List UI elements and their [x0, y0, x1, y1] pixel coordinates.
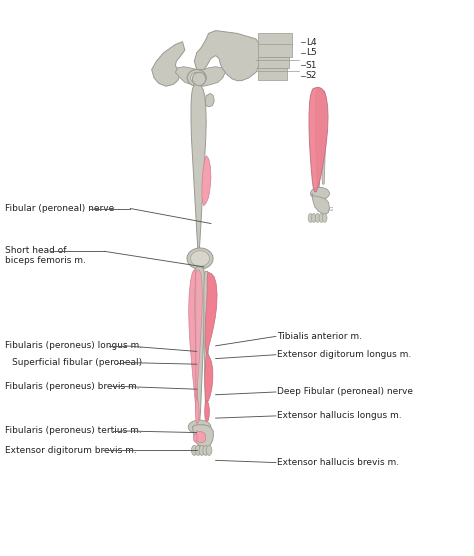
Ellipse shape	[191, 445, 197, 455]
Text: Extensor hallucis brevis m.: Extensor hallucis brevis m.	[277, 458, 400, 467]
Polygon shape	[195, 398, 199, 424]
Text: Fibularis (peroneus) brevis m.: Fibularis (peroneus) brevis m.	[5, 382, 139, 391]
Text: Extensor digitorum brevis m.: Extensor digitorum brevis m.	[5, 446, 137, 455]
Text: S2: S2	[306, 71, 317, 80]
Text: L5: L5	[306, 48, 317, 57]
Text: Fibularis (peroneus) tertius m.: Fibularis (peroneus) tertius m.	[5, 426, 142, 435]
Polygon shape	[204, 271, 209, 417]
Text: L4: L4	[306, 38, 316, 47]
Text: Short head of
biceps femoris m.: Short head of biceps femoris m.	[5, 246, 86, 265]
Ellipse shape	[203, 445, 209, 455]
Ellipse shape	[199, 445, 205, 455]
Text: Superficial fibular (peroneal): Superficial fibular (peroneal)	[12, 358, 142, 367]
Ellipse shape	[310, 187, 329, 200]
Polygon shape	[315, 89, 323, 189]
Text: Fibularis (peroneus) longus m.: Fibularis (peroneus) longus m.	[5, 341, 142, 350]
Ellipse shape	[192, 72, 206, 86]
Text: Fibular (peroneal) nerve: Fibular (peroneal) nerve	[5, 204, 114, 213]
Polygon shape	[196, 431, 206, 443]
Polygon shape	[309, 87, 328, 192]
Ellipse shape	[308, 214, 313, 222]
Polygon shape	[152, 42, 185, 86]
Polygon shape	[175, 67, 225, 86]
Ellipse shape	[311, 214, 316, 222]
Polygon shape	[258, 33, 292, 46]
Ellipse shape	[191, 72, 203, 83]
Polygon shape	[321, 92, 326, 185]
Ellipse shape	[319, 214, 324, 222]
Polygon shape	[258, 44, 292, 57]
Polygon shape	[205, 400, 210, 421]
Ellipse shape	[187, 248, 213, 269]
Text: Extensor digitorum longus m.: Extensor digitorum longus m.	[277, 350, 411, 359]
Polygon shape	[205, 353, 213, 403]
Text: G: G	[328, 207, 333, 211]
Ellipse shape	[322, 214, 327, 222]
Polygon shape	[189, 270, 197, 413]
Ellipse shape	[188, 420, 211, 434]
Polygon shape	[202, 156, 211, 206]
Text: Tibialis anterior m.: Tibialis anterior m.	[277, 332, 362, 341]
Polygon shape	[258, 68, 287, 80]
Polygon shape	[312, 193, 329, 214]
Polygon shape	[205, 93, 214, 107]
Ellipse shape	[206, 445, 212, 455]
Ellipse shape	[191, 251, 210, 266]
Text: Extensor hallucis longus m.: Extensor hallucis longus m.	[277, 411, 402, 420]
Polygon shape	[191, 82, 206, 253]
Ellipse shape	[195, 445, 201, 455]
Polygon shape	[258, 57, 289, 68]
Polygon shape	[194, 267, 205, 423]
Polygon shape	[192, 425, 213, 448]
Ellipse shape	[187, 70, 206, 86]
Polygon shape	[194, 31, 263, 81]
Polygon shape	[193, 434, 197, 442]
Ellipse shape	[315, 214, 320, 222]
Text: S1: S1	[306, 61, 317, 70]
Polygon shape	[205, 272, 217, 353]
Polygon shape	[196, 270, 202, 398]
Text: Deep Fibular (peroneal) nerve: Deep Fibular (peroneal) nerve	[277, 388, 413, 396]
